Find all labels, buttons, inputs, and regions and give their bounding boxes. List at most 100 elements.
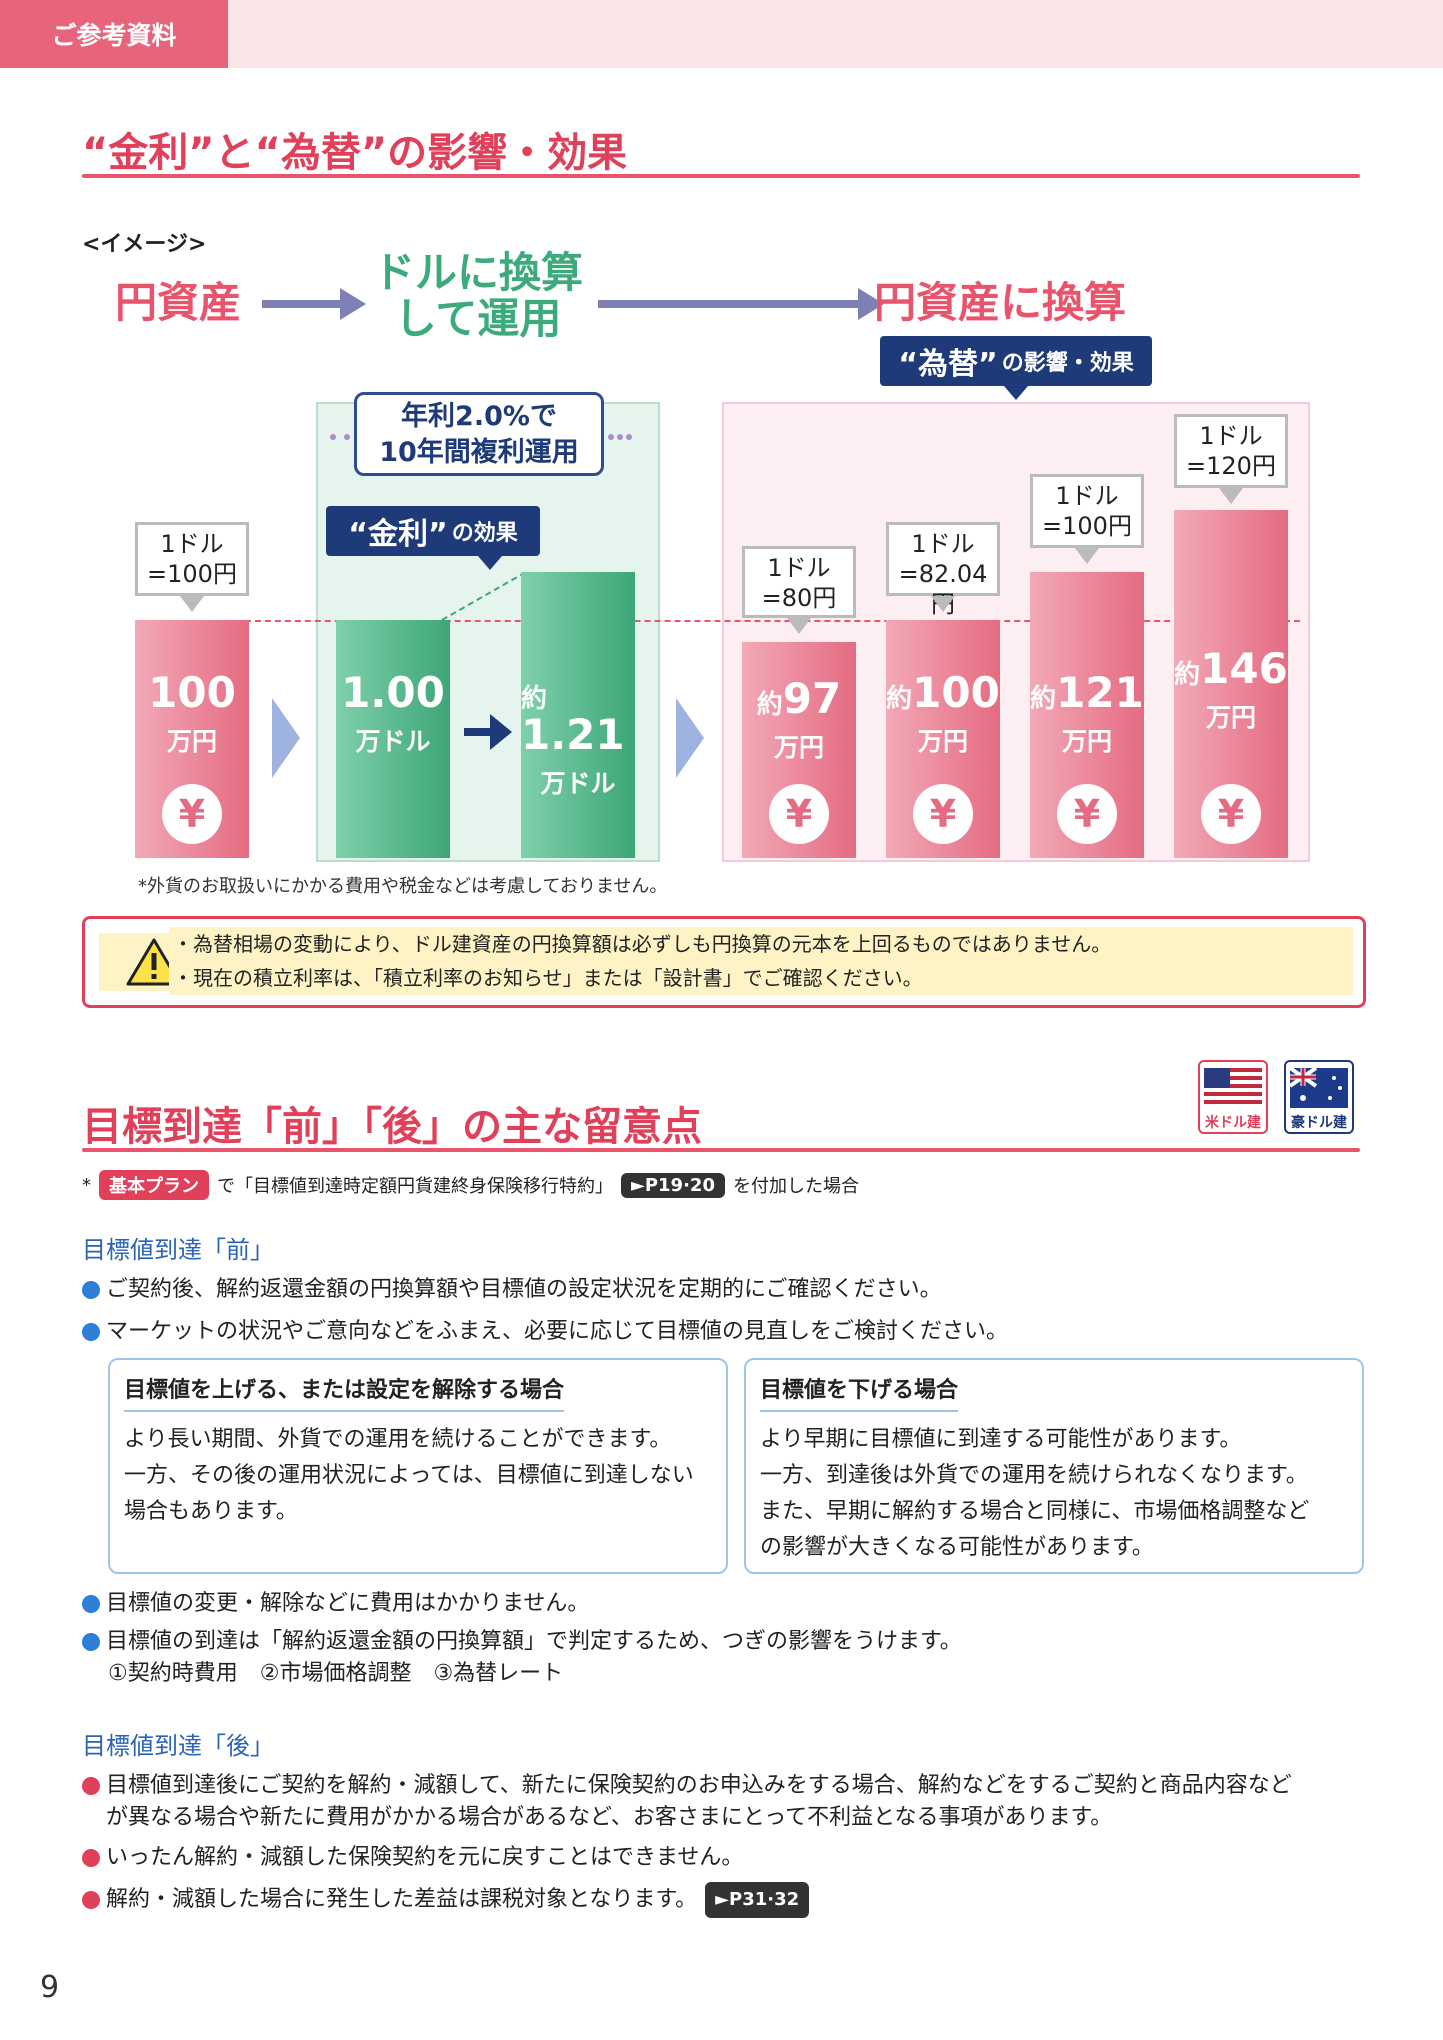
card-raise-target-title: 目標値を上げる、または設定を解除する場合 bbox=[124, 1372, 565, 1412]
before-bullets: ご契約後、解約返還金額の円換算額や目標値の設定状況を定期的にご確認ください。 マ… bbox=[82, 1274, 1362, 1348]
bar-initial-yen-value: 100 bbox=[148, 668, 236, 717]
interest-effect-pointer bbox=[478, 556, 502, 570]
before-bullets-2: 目標値の変更・解除などに費用はかかりません。 目標値の到達は「解約返還金額の円換… bbox=[82, 1588, 1362, 1690]
flow-step-yen-asset: 円資産 bbox=[115, 278, 242, 327]
card-line: の影響が大きくなる可能性があります。 bbox=[760, 1535, 1154, 1560]
after-bullets: 目標値到達後にご契約を解約・減額して、新たに保険契約のお申込みをする場合、解約な… bbox=[82, 1770, 1372, 1918]
before-bullet: 目標値の到達は「解約返還金額の円換算額」で判定するため、つぎの影響をうけます。 bbox=[82, 1626, 1362, 1658]
rate-bubble-100-line1: 1ドル bbox=[1055, 482, 1119, 510]
card-raise-target-body: より長い期間、外貨での運用を続けることができます。 一方、その後の運用状況によっ… bbox=[124, 1422, 712, 1530]
bar-yen-80-unit: 万円 bbox=[773, 733, 824, 762]
rate-bubble-120: 1ドル =120円 bbox=[1174, 414, 1288, 488]
card-line: 場合もあります。 bbox=[124, 1499, 298, 1524]
bar-yen-82: 約100 万円 ¥ bbox=[886, 620, 1000, 858]
interest-box-line2: 10年間複利運用 bbox=[379, 437, 579, 468]
bar-yen-82-pre: 約 bbox=[886, 684, 913, 714]
card-lower-target-body: より早期に目標値に到達する可能性があります。 一方、到達後は外貨での運用を続けら… bbox=[760, 1422, 1348, 1566]
before-bullet-text: 目標値の変更・解除などに費用はかかりません。 bbox=[106, 1591, 590, 1616]
bar-yen-80-pre: 約 bbox=[756, 690, 783, 720]
bar-usd-start-value: 1.00 bbox=[341, 668, 445, 717]
warning-text: ・為替相場の変動により、ドル建資産の円換算額は必ずしも円換算の元本を上回るもので… bbox=[169, 927, 1353, 995]
interest-box: 年利2.0%で 10年間複利運用 bbox=[354, 392, 604, 476]
us-dollar-badge: 米ドル建 bbox=[1198, 1060, 1268, 1134]
bar-yen-100-value: 121 bbox=[1056, 668, 1144, 717]
before-bullet-text: ご契約後、解約返還金額の円換算額や目標値の設定状況を定期的にご確認ください。 bbox=[106, 1277, 942, 1302]
fx-effect-big: “為替” bbox=[898, 347, 998, 382]
rate-bubble-initial: 1ドル =100円 bbox=[135, 522, 249, 596]
bar-initial-yen-unit: 万円 bbox=[166, 727, 217, 756]
warning-icon bbox=[126, 938, 182, 986]
rate-bubble-82-tail bbox=[931, 596, 955, 612]
card-line: より早期に目標値に到達する可能性があります。 bbox=[760, 1427, 1242, 1452]
bar-yen-120-unit: 万円 bbox=[1205, 703, 1256, 732]
before-bullet: ご契約後、解約返還金額の円換算額や目標値の設定状況を定期的にご確認ください。 bbox=[82, 1274, 1362, 1306]
warning-line-1: ・為替相場の変動により、ドル建資産の円換算額は必ずしも円換算の元本を上回るもので… bbox=[173, 932, 1112, 956]
flow-step-dollar: ドルに換算 して運用 bbox=[368, 249, 588, 344]
fx-effect-label: “為替” の影響・効果 bbox=[880, 336, 1152, 386]
card-lower-target-title: 目標値を下げる場合 bbox=[760, 1372, 959, 1412]
section-tab: ご参考資料 bbox=[0, 0, 228, 68]
bullet-dot bbox=[82, 1777, 100, 1795]
bar-yen-82-unit: 万円 bbox=[917, 727, 968, 756]
bar-usd-start-unit: 万ドル bbox=[355, 727, 431, 756]
yen-icon: ¥ bbox=[1201, 784, 1261, 844]
dotted-arrow-right bbox=[608, 434, 632, 446]
fx-effect-pointer bbox=[1004, 386, 1028, 400]
bar-yen-80-value: 97 bbox=[782, 674, 842, 723]
page-ref-badge[interactable]: ►P19·20 bbox=[621, 1172, 725, 1198]
bar-usd-end-value: 1.21 bbox=[521, 710, 625, 759]
warning-box: ・為替相場の変動により、ドル建資産の円換算額は必ずしも円換算の元本を上回るもので… bbox=[82, 916, 1366, 1008]
section2-title: 目標到達「前」「後」の主な留意点 bbox=[82, 1104, 702, 1150]
before-bullet: マーケットの状況やご意向などをふまえ、必要に応じて目標値の見直しをご検討ください… bbox=[82, 1316, 1362, 1348]
section1-title: “金利”と“為替”の影響・効果 bbox=[82, 130, 628, 176]
before-bullet-text: 目標値の到達は「解約返還金額の円換算額」で判定するため、つぎの影響をうけます。 bbox=[106, 1629, 962, 1654]
rate-bubble-80: 1ドル =80円 bbox=[742, 546, 856, 618]
rate-bubble-120-line1: 1ドル bbox=[1199, 422, 1263, 450]
bar-yen-100: 約121 万円 ¥ bbox=[1030, 572, 1144, 858]
warning-line-2: ・現在の積立利率は、「積立利率のお知らせ」または「設計書」でご確認ください。 bbox=[173, 966, 923, 990]
arrow-right-icon bbox=[464, 714, 512, 750]
before-heading: 目標値到達「前」 bbox=[82, 1236, 274, 1264]
bar-yen-120-pre: 約 bbox=[1174, 660, 1201, 690]
plan-note-suffix: を付加した場合 bbox=[732, 1176, 859, 1197]
after-bullet: いったん解約・減額した保険契約を元に戻すことはできません。 bbox=[82, 1842, 1372, 1874]
growth-dashed-line bbox=[441, 571, 527, 621]
rate-bubble-initial-line1: 1ドル bbox=[160, 530, 224, 558]
bar-usd-end: 約1.21 万ドル bbox=[521, 572, 635, 858]
fx-effect-small: の影響・効果 bbox=[1001, 351, 1134, 376]
bullet-dot bbox=[82, 1595, 100, 1613]
au-dollar-badge: 豪ドル建 bbox=[1284, 1060, 1354, 1134]
before-bullet-text: マーケットの状況やご意向などをふまえ、必要に応じて目標値の見直しをご検討ください… bbox=[106, 1319, 1009, 1344]
chevron-right-icon bbox=[676, 698, 704, 778]
flow-step-yen-convert: 円資産に換算 bbox=[874, 278, 1127, 327]
yen-icon: ¥ bbox=[769, 784, 829, 844]
rate-bubble-100-line2: =100円 bbox=[1042, 512, 1132, 540]
bullet-dot bbox=[82, 1891, 100, 1909]
page-ref-badge[interactable]: ►P31·32 bbox=[705, 1882, 810, 1918]
bullet-dot bbox=[82, 1323, 100, 1341]
section2-rule bbox=[82, 1148, 1360, 1152]
us-flag-icon bbox=[1204, 1068, 1262, 1108]
yen-icon: ¥ bbox=[1057, 784, 1117, 844]
bullet-dot bbox=[82, 1281, 100, 1299]
flow-arrow-1 bbox=[262, 300, 342, 308]
rate-bubble-82-line1: 1ドル bbox=[911, 530, 975, 558]
bar-yen-82-value: 100 bbox=[912, 668, 1000, 717]
flow-arrow-2 bbox=[598, 300, 860, 308]
bar-yen-120-value: 146 bbox=[1200, 644, 1288, 693]
plan-note-text: で「目標値到達時定額円貨建終身保険移行特約」 bbox=[217, 1176, 613, 1197]
bullet-dot bbox=[82, 1849, 100, 1867]
rate-bubble-80-tail bbox=[787, 618, 811, 634]
yen-icon: ¥ bbox=[162, 784, 222, 844]
bar-yen-100-unit: 万円 bbox=[1061, 727, 1112, 756]
flow-step-dollar-line2: して運用 bbox=[394, 294, 562, 344]
after-heading: 目標値到達「後」 bbox=[82, 1732, 274, 1760]
us-dollar-label: 米ドル建 bbox=[1205, 1115, 1261, 1131]
plan-note-prefix: * bbox=[82, 1174, 91, 1196]
interest-box-line1: 年利2.0%で bbox=[401, 401, 557, 432]
baseline-dash bbox=[135, 620, 1300, 622]
page-number: 9 bbox=[40, 1970, 60, 2005]
plan-note: * 基本プラン で「目標値到達時定額円貨建終身保険移行特約」 ►P19·20 を… bbox=[82, 1170, 859, 1200]
chevron-right-icon bbox=[272, 698, 300, 778]
bullet-dot bbox=[82, 1633, 100, 1651]
